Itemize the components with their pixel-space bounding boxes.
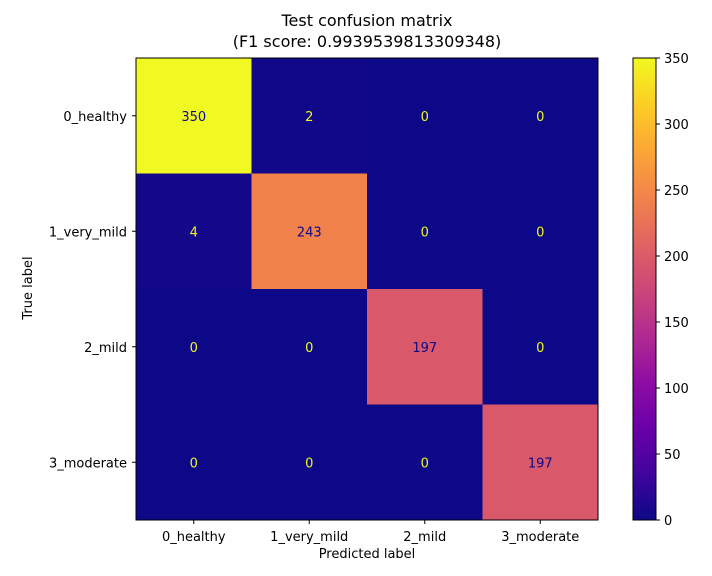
matrix-cell — [251, 173, 368, 290]
matrix-cell — [367, 404, 483, 521]
matrix-cell — [251, 58, 368, 174]
matrix-cell-value: 0 — [421, 456, 429, 471]
chart-title-block: Test confusion matrix (F1 score: 0.99395… — [136, 10, 598, 52]
matrix-cell — [251, 289, 368, 405]
matrix-cell-value: 4 — [190, 225, 198, 240]
y-tick-label: 0_healthy — [63, 110, 127, 125]
matrix-cell — [367, 173, 483, 290]
colorbar-tick-label: 250 — [664, 184, 689, 199]
matrix-cell — [482, 58, 599, 174]
x-tick-label: 0_healthy — [162, 530, 226, 545]
y-tick-label: 2_mild — [84, 341, 127, 356]
x-tick-label: 3_moderate — [501, 530, 579, 545]
colorbar-tick-label: 300 — [664, 118, 689, 133]
colorbar-tick-label: 100 — [664, 382, 689, 397]
matrix-cell-value: 0 — [536, 225, 544, 240]
y-axis-label: True label — [21, 256, 36, 320]
matrix-cell — [482, 173, 599, 290]
matrix-cell — [136, 58, 252, 174]
y-tick-label: 1_very_mild — [49, 225, 127, 240]
matrix-cell-value: 0 — [421, 225, 429, 240]
matrix-cell — [136, 289, 252, 405]
matrix-cell-value: 197 — [412, 341, 437, 356]
y-tick-label: 3_moderate — [49, 456, 127, 471]
x-tick-label: 1_very_mild — [270, 530, 348, 545]
colorbar-tick-label: 350 — [664, 52, 689, 67]
colorbar-tick-label: 200 — [664, 250, 689, 265]
colorbar-tick-label: 150 — [664, 316, 689, 331]
matrix-cell — [136, 404, 252, 521]
chart-subtitle: (F1 score: 0.9939539813309348) — [232, 32, 502, 51]
matrix-cell-value: 350 — [181, 110, 206, 125]
matrix-cell — [367, 289, 483, 405]
matrix-cell — [482, 404, 599, 521]
colorbar-tick-label: 50 — [664, 448, 681, 463]
matrix-cell-value: 0 — [421, 110, 429, 125]
matrix-cell-value: 243 — [297, 225, 322, 240]
matrix-cell-value: 0 — [190, 341, 198, 356]
matrix-cell-value: 197 — [528, 456, 553, 471]
matrix-cell-value: 0 — [536, 341, 544, 356]
matrix-cell — [251, 404, 368, 521]
matrix-cell-value: 0 — [305, 341, 313, 356]
colorbar-tick-label: 0 — [664, 514, 672, 529]
matrix-cell — [136, 173, 252, 290]
matrix-cell-value: 2 — [305, 110, 313, 125]
colorbar — [632, 57, 657, 521]
x-tick-label: 2_mild — [403, 530, 446, 545]
matrix-cell-value: 0 — [536, 110, 544, 125]
chart-title: Test confusion matrix — [281, 11, 453, 30]
x-axis-label: Predicted label — [319, 547, 416, 562]
matrix-cell-value: 0 — [190, 456, 198, 471]
matrix-cell-value: 0 — [305, 456, 313, 471]
plot-frame — [135, 57, 599, 521]
matrix-cell — [367, 58, 483, 174]
matrix-cell — [482, 289, 599, 405]
